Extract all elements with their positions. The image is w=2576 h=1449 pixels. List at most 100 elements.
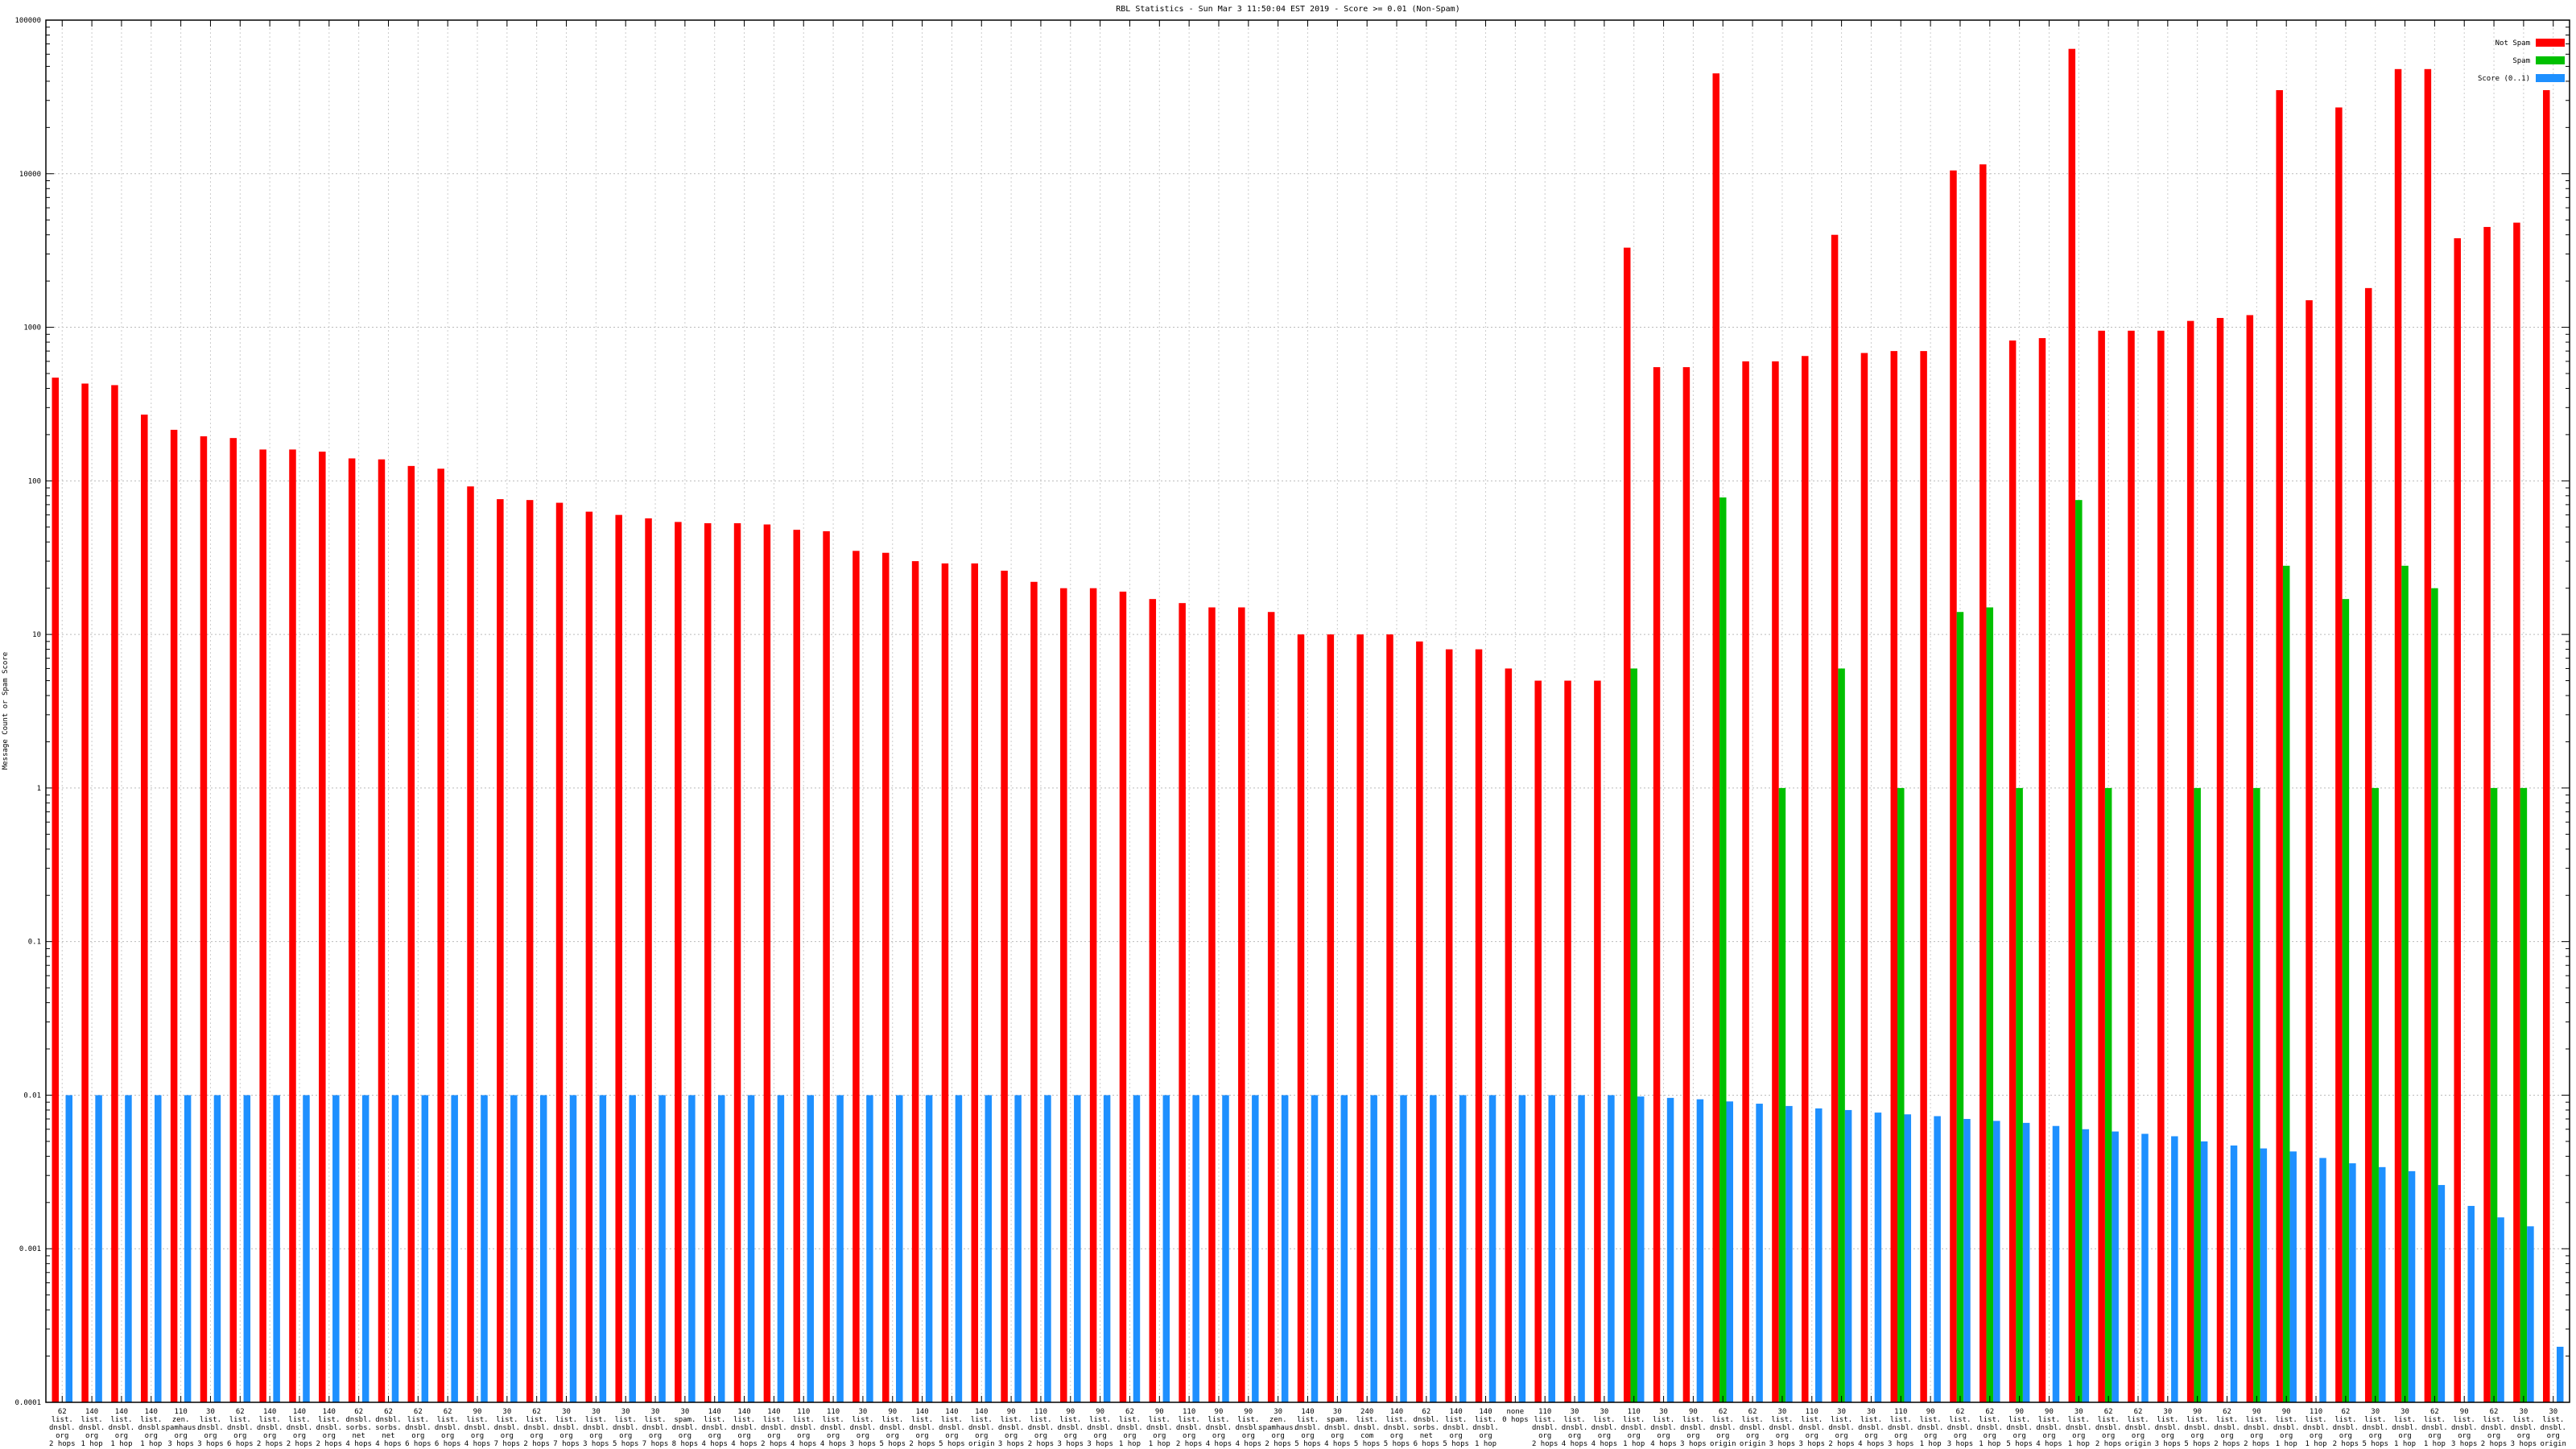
bar-score-0-1 xyxy=(1518,1095,1526,1402)
bar-score-0-1 xyxy=(2289,1151,2297,1402)
x-tick-label: org xyxy=(1034,1432,1047,1440)
bar-score-0-1 xyxy=(1488,1095,1496,1402)
x-tick-label: 110 xyxy=(1894,1408,1907,1416)
x-tick-label: org xyxy=(1064,1432,1077,1440)
x-tick-label: dnsbl. xyxy=(1740,1424,1766,1432)
x-tick-label: 5 hops xyxy=(1354,1440,1381,1448)
x-tick-label: list. xyxy=(407,1416,429,1424)
bar-score-0-1 xyxy=(510,1095,518,1402)
x-tick-label: dnsbl. xyxy=(2333,1424,2359,1432)
x-tick-label: org xyxy=(945,1432,958,1440)
x-tick-label: 4 hops xyxy=(1858,1440,1885,1448)
bar-not-spam xyxy=(1149,599,1157,1402)
x-tick-label: list. xyxy=(1949,1416,1971,1424)
bar-score-0-1 xyxy=(2141,1133,2149,1402)
x-tick-label: list. xyxy=(1149,1416,1170,1424)
x-tick-label: 3 hops xyxy=(197,1440,224,1448)
x-tick-label: list. xyxy=(259,1416,281,1424)
x-tick-label: list. xyxy=(2394,1416,2416,1424)
y-tick-label: 0.0001 xyxy=(14,1399,41,1407)
x-tick-label: 7 hops xyxy=(642,1440,669,1448)
x-tick-label: dnsbl. xyxy=(375,1416,402,1424)
bar-not-spam xyxy=(1534,680,1542,1402)
x-tick-label: org xyxy=(1479,1432,1492,1440)
x-tick-label: dnsbl. xyxy=(2481,1424,2508,1432)
x-tick-label: 30 xyxy=(2371,1408,2380,1416)
x-tick-label: dnsbl. xyxy=(1828,1424,1855,1432)
x-tick-label: 4 hops xyxy=(1236,1440,1262,1448)
x-tick-label: org xyxy=(559,1432,572,1440)
bar-not-spam xyxy=(52,378,60,1402)
x-tick-label: 90 xyxy=(1689,1408,1698,1416)
x-tick-label: 62 xyxy=(2223,1408,2231,1416)
bar-score-0-1 xyxy=(1459,1095,1467,1402)
x-tick-label: 2 hops xyxy=(1828,1440,1855,1448)
bar-not-spam xyxy=(823,530,830,1402)
x-tick-label: dnsbl. xyxy=(49,1424,76,1432)
x-tick-label: org xyxy=(263,1432,276,1440)
x-tick-label: list. xyxy=(881,1416,903,1424)
bar-spam xyxy=(2431,588,2438,1402)
x-tick-label: 2 hops xyxy=(316,1440,343,1448)
x-tick-label: 6 hops xyxy=(1414,1440,1440,1448)
x-tick-label: org xyxy=(857,1432,869,1440)
x-tick-label: dnsbl. xyxy=(1769,1424,1796,1432)
x-tick-label: org xyxy=(1450,1432,1463,1440)
x-tick-label: 30 xyxy=(2074,1408,2083,1416)
bar-score-0-1 xyxy=(1548,1095,1555,1402)
x-tick-label: dnsbl. xyxy=(1146,1424,1173,1432)
x-tick-label: list. xyxy=(1385,1416,1407,1424)
x-tick-label: 62 xyxy=(1422,1408,1430,1416)
x-tick-label: 62 xyxy=(354,1408,363,1416)
bar-spam xyxy=(1630,668,1637,1402)
bar-score-0-1 xyxy=(2527,1226,2534,1402)
x-tick-label: 4 hops xyxy=(701,1440,728,1448)
bar-not-spam xyxy=(1505,668,1513,1402)
bar-not-spam xyxy=(882,552,890,1402)
bar-not-spam xyxy=(733,522,741,1403)
x-tick-label: origin xyxy=(968,1440,995,1448)
x-tick-label: dnsbl. xyxy=(613,1424,639,1432)
x-tick-label: 3 hops xyxy=(1888,1440,1914,1448)
x-tick-label: org xyxy=(2161,1432,2174,1440)
x-tick-label: dnsbl. xyxy=(1650,1424,1677,1432)
x-tick-label: origin xyxy=(2540,1440,2566,1448)
bar-not-spam xyxy=(1001,570,1008,1403)
x-tick-label: list. xyxy=(2216,1416,2238,1424)
y-tick-label: 10000 xyxy=(19,171,41,179)
legend-swatch xyxy=(2536,56,2565,64)
bar-score-0-1 xyxy=(1311,1095,1319,1402)
x-tick-label: none xyxy=(1507,1408,1525,1416)
x-tick-label: dnsbl. xyxy=(2155,1424,2182,1432)
x-tick-label: list. xyxy=(2008,1416,2030,1424)
x-tick-label: list. xyxy=(585,1416,607,1424)
x-tick-label: 110 xyxy=(797,1408,810,1416)
x-tick-label: dnsbl. xyxy=(2421,1424,2448,1432)
x-tick-label: dnsbl. xyxy=(1117,1424,1143,1432)
bar-score-0-1 xyxy=(1637,1096,1645,1402)
x-tick-label: org xyxy=(145,1432,158,1440)
x-tick-label: dnsbl. xyxy=(1710,1424,1736,1432)
x-tick-label: dnsbl. xyxy=(227,1424,254,1432)
x-tick-label: dnsbl. xyxy=(2451,1424,2478,1432)
x-tick-label: 140 xyxy=(263,1408,276,1416)
bar-not-spam xyxy=(319,452,326,1403)
x-tick-label: list. xyxy=(2424,1416,2446,1424)
x-tick-label: 90 xyxy=(1155,1408,1164,1416)
x-tick-label: 3 hops xyxy=(1058,1440,1084,1448)
x-tick-label: 30 xyxy=(2163,1408,2172,1416)
legend-label: Score (0..1) xyxy=(2478,75,2530,83)
legend-label: Not Spam xyxy=(2496,39,2530,47)
x-tick-label: 3 hops xyxy=(1680,1440,1707,1448)
x-tick-label: dnsbl. xyxy=(820,1424,847,1432)
x-tick-label: org xyxy=(737,1432,750,1440)
x-tick-label: list. xyxy=(229,1416,251,1424)
x-tick-label: spamhaus. xyxy=(161,1424,200,1432)
x-tick-label: org xyxy=(2398,1432,2411,1440)
x-tick-label: list. xyxy=(2038,1416,2060,1424)
bar-not-spam xyxy=(1327,634,1335,1402)
x-tick-label: list. xyxy=(2127,1416,2149,1424)
x-tick-label: 140 xyxy=(1390,1408,1403,1416)
x-tick-label: list. xyxy=(941,1416,963,1424)
x-tick-label: dnsbl. xyxy=(464,1424,491,1432)
